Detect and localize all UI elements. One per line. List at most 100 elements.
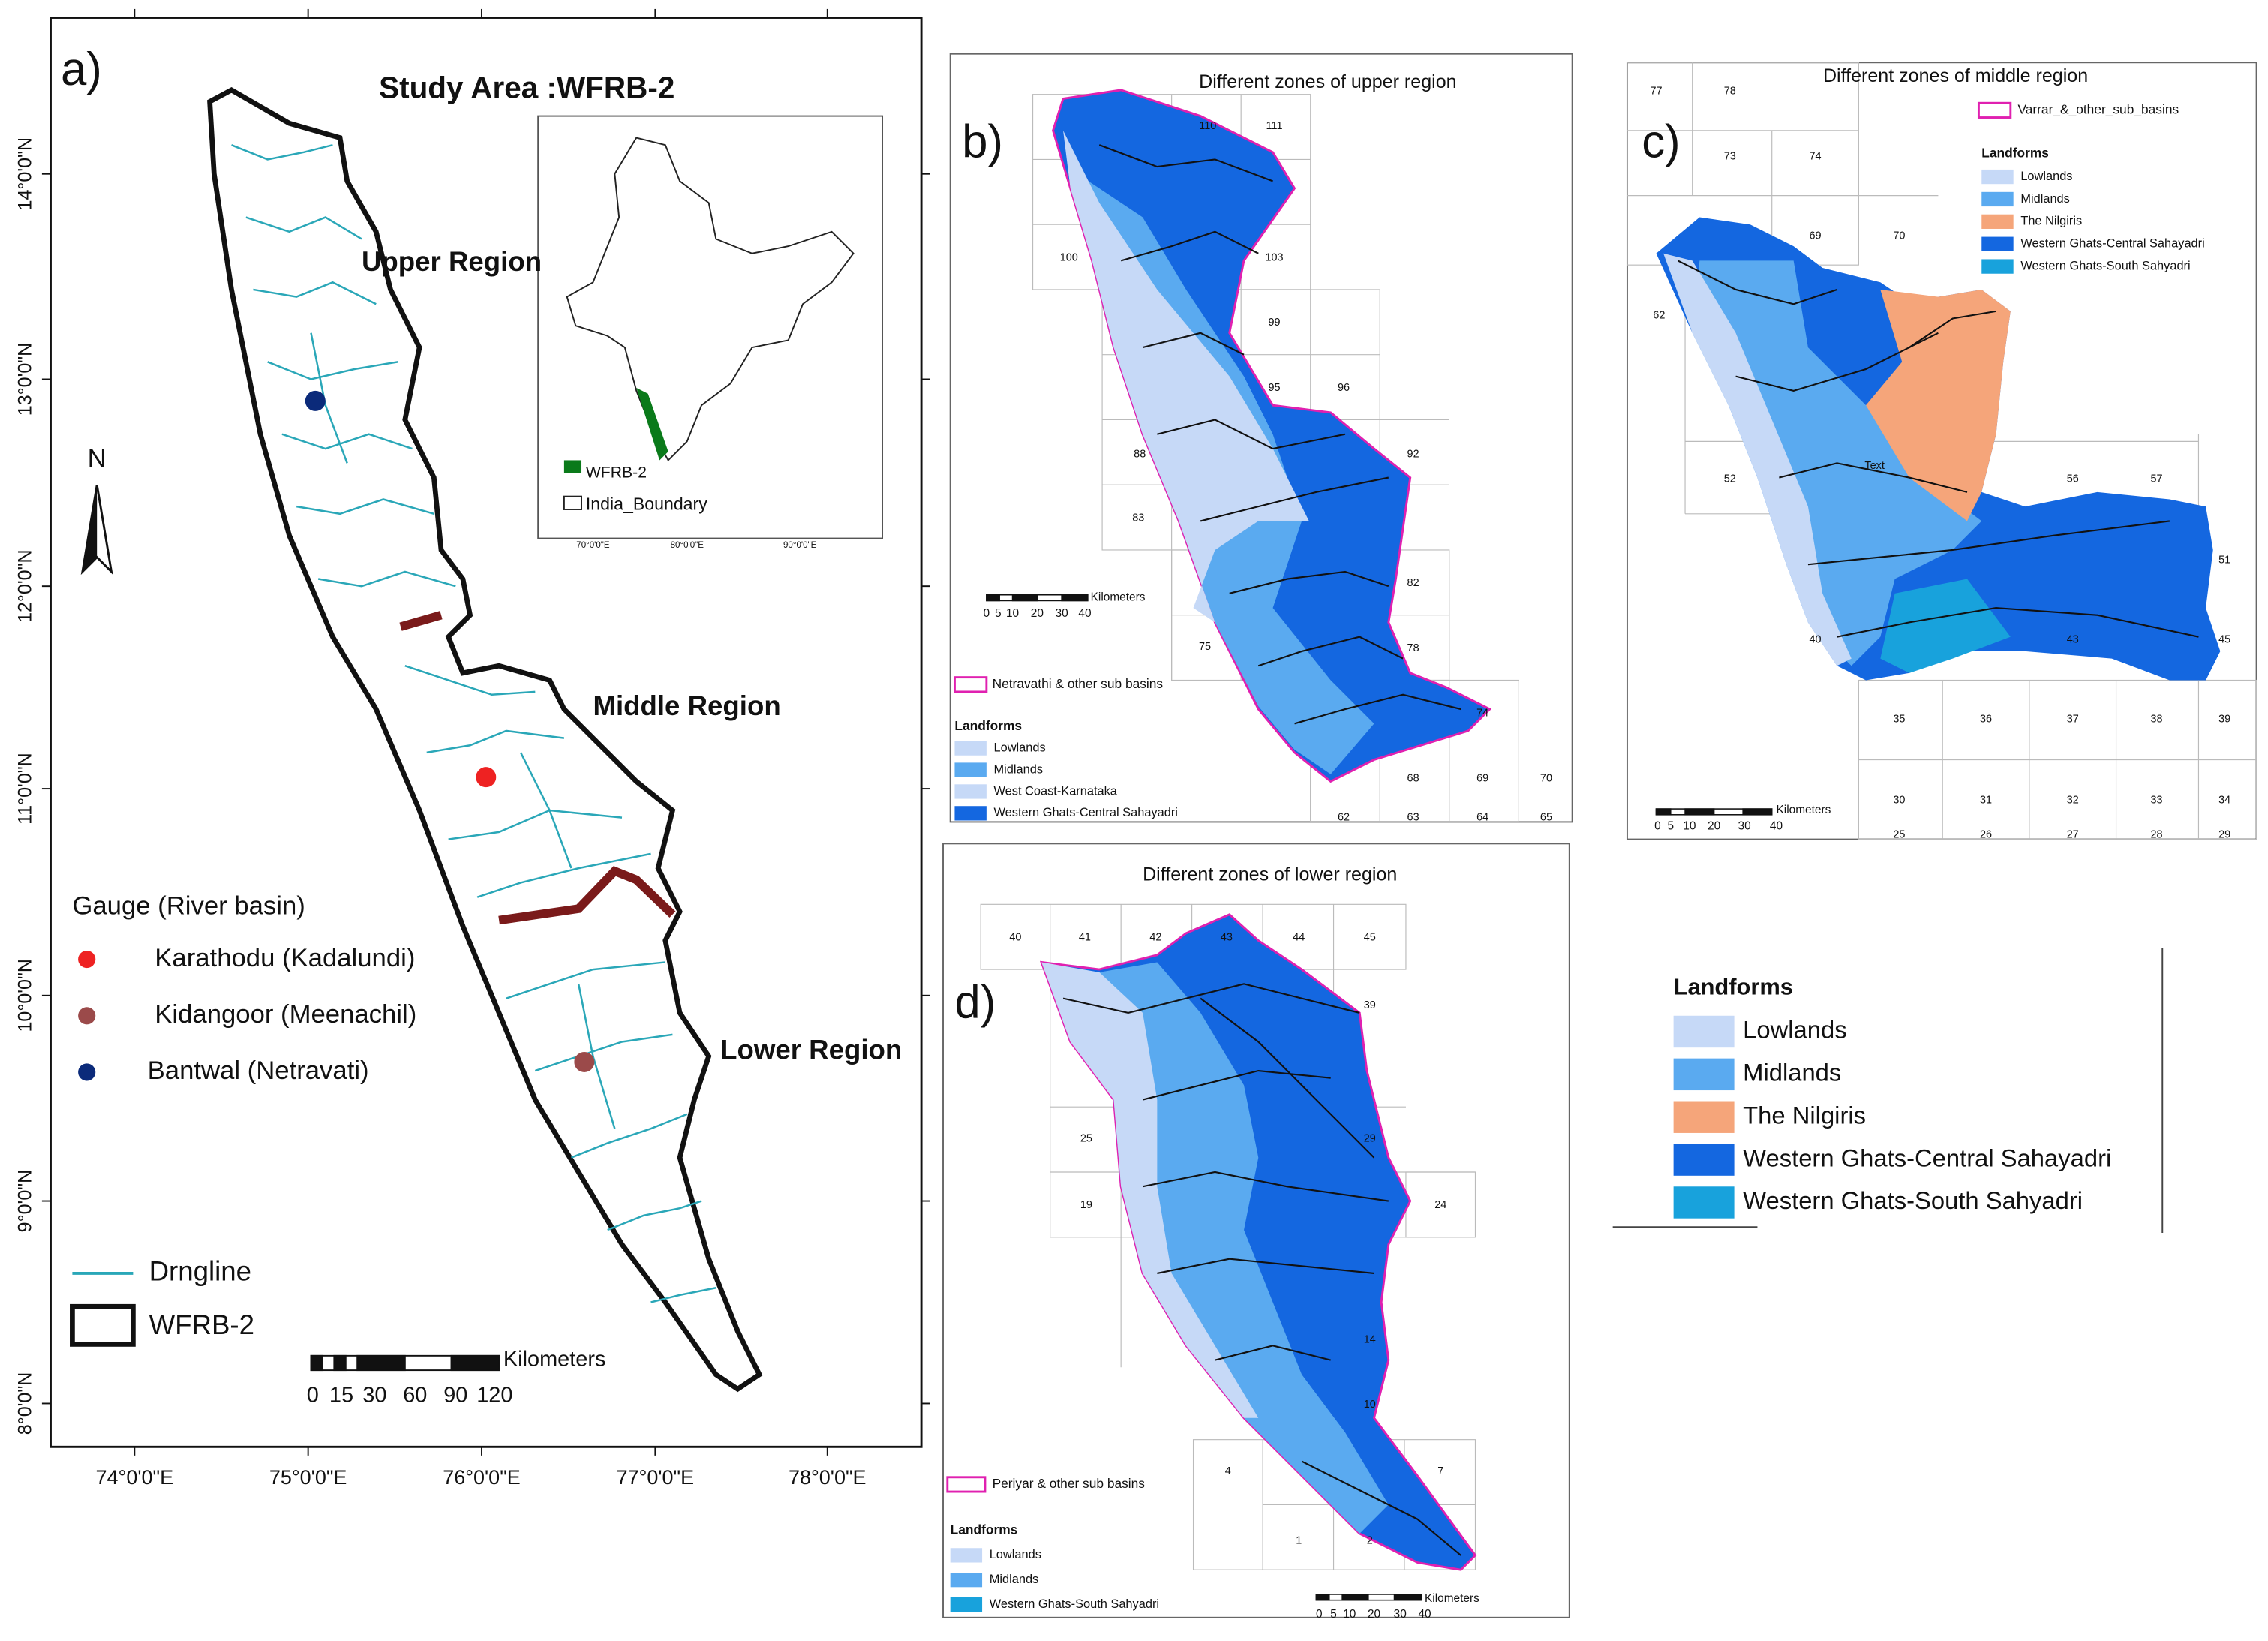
boundary-label: Netravathi & other sub basins [993,676,1164,691]
grid-label: 4 [1225,1465,1231,1477]
lon-tick-label: 78°0'0"E [789,1466,867,1489]
grid-label: 77 [1650,86,1662,98]
inset-legend-label: India_Boundary [586,494,707,513]
scale-label: 15 [329,1383,353,1407]
grid-label: 28 [2151,829,2163,841]
north-arrow-fill [82,485,98,572]
grid-label: 41 [1079,931,1091,943]
legend-label: Lowlands [990,1548,1041,1561]
scale-unit: Kilometers [1425,1592,1479,1605]
panel-title: Different zones of upper region [1199,71,1456,92]
legend-label: Lowlands [993,741,1045,754]
grid-label: Text [1864,460,1884,472]
legend-swatch [1673,1186,1735,1219]
gauge-kidangoor [574,1051,595,1072]
legend-boundary-swatch [1977,101,2012,119]
legend-swatch [950,1548,983,1563]
lat-tick-label: 12°0'0"N [14,549,35,623]
legend-title: Landforms [954,718,1022,733]
grid-label: 40 [1810,633,1822,645]
scale-label: 30 [1738,819,1751,832]
scale-label: 0 [1654,819,1661,832]
drainage-lines [231,143,716,1303]
region-label: Middle Region [593,690,780,721]
zone-lowlands [1663,253,1852,666]
grid-label: 14 [1364,1333,1376,1345]
grid-label: 45 [2218,633,2230,645]
scale-label: 0 [307,1383,319,1407]
grid-label: 62 [1653,309,1665,321]
grid-label: 29 [2218,829,2230,841]
zone-lowlands [1063,130,1309,623]
panel-label: a) [61,44,102,95]
legend-swatch [954,806,987,821]
grid-label: 1 [1296,1534,1302,1546]
inset-legend-swatch [563,460,582,473]
legend-label: Midlands [2020,192,2070,206]
grid-label: 65 [1540,811,1552,823]
grid-label: 30 [1893,794,1905,806]
grid-label: 38 [2151,713,2163,725]
grid-label: 103 [1265,251,1283,263]
grid-label: 110 [1199,120,1216,132]
legend-swatch [1981,169,2014,185]
grid-label: 88 [1134,449,1146,461]
rivers [1098,144,1461,725]
legend-label: Lowlands [1743,1016,1846,1044]
legend-label: Western Ghats-South Sahyadri [990,1597,1159,1611]
grid-label: 42 [1149,931,1161,943]
scale-label: 10 [1006,607,1019,620]
legend-swatch [1981,236,2014,251]
lat-tick-label: 11°0'0"N [14,753,35,825]
zone-nilgiris [1866,289,2011,521]
grid-label: 40 [1009,931,1021,943]
lon-tick-label: 76°0'0"E [443,1466,521,1489]
grid-label: 96 [1338,382,1350,394]
legend-gauge-swatch [78,1063,96,1081]
scale-label: 10 [1343,1608,1356,1621]
grid-label: 73 [1724,150,1736,162]
scale-label: 20 [1031,607,1044,620]
grid-label: 51 [2218,554,2230,566]
legend-swatch [950,1597,983,1612]
legend-label: Midlands [1743,1059,1841,1086]
grid-label: 35 [1893,713,1905,725]
grid-label: 74 [1476,708,1488,720]
scale-label: 60 [403,1383,427,1407]
scale-bar [1315,1594,1422,1601]
scale-bar [986,594,1089,602]
lon-tick-label: 77°0'0"E [617,1466,695,1489]
lat-tick-label: 14°0'0"N [14,137,35,210]
scale-label: 10 [1683,819,1696,832]
grid-label: 29 [1364,1132,1376,1144]
grid-label: 36 [1980,713,1992,725]
scale-label: 20 [1368,1608,1380,1621]
legend-label: Western Ghats-Central Sahayadri [2020,237,2204,251]
inset-basin [636,388,668,461]
scale-label: 0 [1316,1608,1323,1621]
rivers [1062,983,1461,1556]
legend-boundary-swatch [946,1476,987,1493]
grid-label: 75 [1199,641,1211,653]
scale-label: 0 [984,607,990,620]
inset-tick-label: 70°0'0"E [576,541,610,550]
scale-label: 5 [1667,819,1674,832]
grid-label: 83 [1132,512,1144,524]
scale-label: 30 [362,1383,386,1407]
rivers [1677,260,2199,638]
grid-label: 62 [1338,811,1350,823]
legend-label: Midlands [990,1573,1039,1586]
legend-label: Western Ghats-South Sahyadri [2020,259,2190,272]
scale-unit: Kilometers [1091,591,1146,604]
grid-label: 44 [1293,931,1305,943]
grid-label: 69 [1810,230,1822,242]
grid-label: 43 [1221,931,1233,943]
legend-label: West Coast-Karnataka [993,784,1117,798]
grid-label: 56 [2067,473,2079,485]
legend-label: Midlands [993,762,1043,776]
scale-label: 30 [1056,607,1068,620]
legend-label: The Nilgiris [2020,215,2082,228]
grid-label: 43 [2067,633,2079,645]
legend-title: Gauge (River basin) [72,891,305,920]
